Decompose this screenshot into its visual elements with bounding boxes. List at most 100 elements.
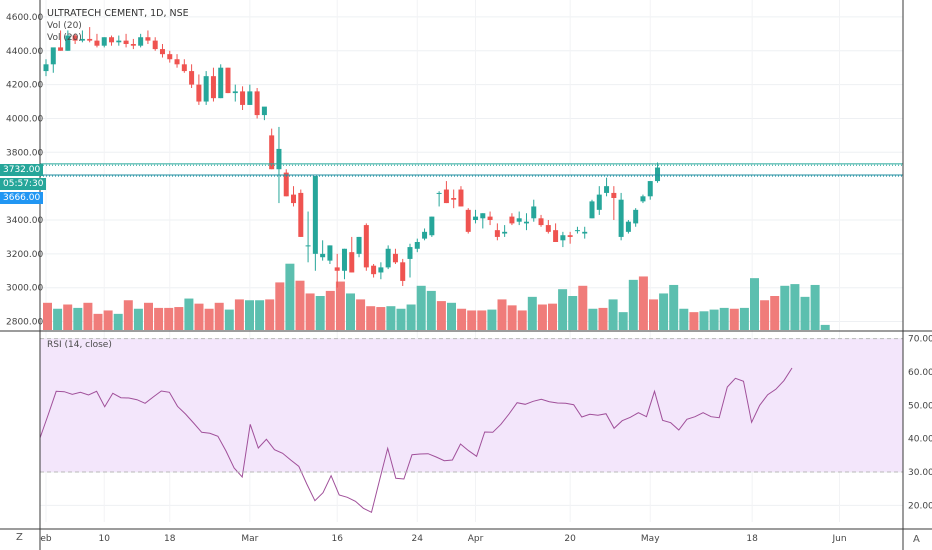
volume-bar [184, 298, 194, 330]
candle-body [414, 242, 420, 249]
volume-bar [376, 307, 386, 330]
candle-body [625, 221, 631, 232]
candle-body [400, 262, 406, 281]
candle-body [247, 91, 253, 105]
x-tick-label: 16 [331, 534, 343, 544]
candle-body [196, 84, 202, 102]
volume-bar [588, 308, 598, 330]
candle-body [305, 245, 311, 247]
candle-body [531, 206, 537, 219]
volume-bar [436, 301, 446, 330]
candle-body [553, 230, 559, 242]
volume-bar [497, 299, 507, 330]
volume-bar [144, 302, 153, 330]
candle-body [276, 148, 282, 170]
volume-bar [659, 293, 669, 330]
candle-body [604, 186, 610, 193]
candle-body [378, 267, 384, 273]
x-tick-label: 10 [99, 534, 111, 544]
volume-bar [154, 307, 164, 330]
volume-bar [133, 308, 143, 330]
volume-bar [335, 281, 345, 330]
candle-body [640, 196, 646, 202]
candle-body [79, 38, 85, 41]
candle-body [72, 35, 78, 41]
volume-bar [265, 299, 275, 330]
y-tick-label: 3200.00 [6, 250, 43, 260]
volume-bar [295, 280, 305, 330]
volume-bar [770, 296, 780, 330]
candle-body [298, 192, 304, 237]
x-tick-label: 24 [412, 534, 424, 544]
volume-bar [63, 304, 73, 330]
candle-body [109, 37, 115, 43]
volume-bar [780, 285, 790, 330]
volume-bar [820, 324, 830, 330]
candle-body [349, 252, 355, 273]
previous-price-tag: 3666.00 [0, 192, 44, 204]
volume-study-label-2[interactable]: Vol (20) [47, 33, 82, 43]
rsi-study-label[interactable]: RSI (14, close) [47, 340, 112, 350]
volume-bar [346, 293, 355, 330]
volume-bar [628, 279, 638, 330]
volume-bar [649, 299, 658, 330]
candle-body [422, 231, 428, 239]
volume-bar [760, 300, 770, 330]
candle-body [473, 216, 479, 220]
y-tick-label: 2800.00 [6, 318, 43, 328]
volume-bar [578, 285, 588, 330]
candle-body [509, 216, 515, 224]
candle-body [611, 192, 617, 198]
candle-body [633, 209, 639, 224]
current-price-tag: 3732.00 [0, 164, 44, 176]
volume-bar [315, 296, 325, 330]
x-tick-label: Apr [468, 534, 484, 544]
volume-bar [194, 303, 204, 330]
candle-body [392, 253, 398, 263]
volume-bar [790, 284, 800, 330]
volume-bar [174, 307, 184, 330]
y-tick-label: 4600.00 [6, 13, 43, 23]
candle-body [232, 91, 238, 94]
candle-body [58, 47, 64, 51]
candle-body [407, 247, 413, 259]
candle-body [502, 231, 508, 234]
volume-bar [224, 309, 234, 330]
candle-body [218, 67, 224, 99]
candle-body [574, 230, 580, 232]
candle-body [341, 248, 347, 271]
candle-body [123, 40, 129, 44]
volume-bar [113, 313, 123, 330]
volume-bar [618, 312, 628, 330]
candle-body [130, 44, 136, 46]
zoom-icon[interactable]: Z [16, 532, 23, 543]
chart-title: ULTRATECH CEMENT, 1D, NSE [47, 8, 189, 19]
volume-bar [416, 285, 426, 330]
volume-bar [386, 306, 396, 330]
candle-body [159, 49, 165, 55]
auto-scale-icon[interactable]: A [913, 534, 920, 545]
candle-body [101, 37, 107, 46]
candle-body [567, 235, 573, 237]
candle-body [43, 64, 49, 72]
rsi-band [40, 338, 903, 472]
volume-bar [548, 303, 557, 330]
candle-body [582, 231, 588, 234]
volume-study-label[interactable]: Vol (20) [47, 21, 82, 31]
volume-bar [729, 308, 739, 330]
volume-bar [679, 308, 689, 330]
volume-bar [457, 308, 467, 330]
rsi-y-tick-label: 30.00 [908, 468, 932, 478]
candle-body [451, 198, 457, 200]
candle-body [487, 216, 493, 220]
volume-bar [356, 299, 366, 330]
rsi-y-tick-label: 70.00 [908, 335, 932, 345]
volume-bar [103, 310, 113, 330]
y-tick-label: 3800.00 [6, 148, 43, 158]
volume-bar [739, 307, 749, 330]
candle-body [458, 189, 464, 207]
rsi-y-tick-label: 50.00 [908, 401, 932, 411]
candle-body [261, 106, 267, 116]
volume-bar [234, 299, 244, 330]
y-tick-label: 4400.00 [6, 47, 43, 57]
